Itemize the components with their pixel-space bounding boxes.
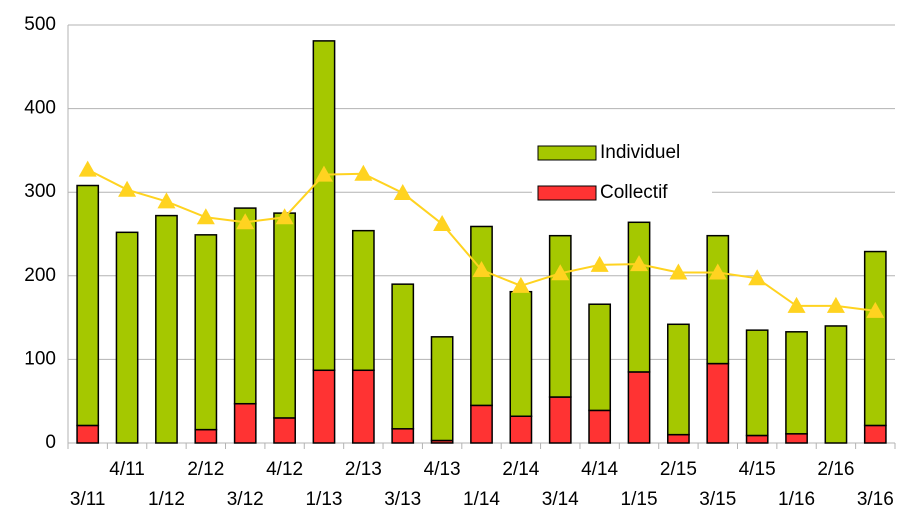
y-tick-label: 400 <box>24 98 56 119</box>
x-tick-label: 2/14 <box>502 459 539 480</box>
bar <box>391 428 415 444</box>
line-marker <box>669 263 688 280</box>
x-tick-label: 4/12 <box>266 459 303 480</box>
bar <box>312 40 336 372</box>
bar <box>76 424 100 444</box>
x-tick-label: 1/13 <box>305 489 342 510</box>
bar <box>509 290 533 417</box>
line-marker <box>630 255 649 272</box>
bar <box>706 362 730 444</box>
line-marker <box>393 184 412 201</box>
bar <box>351 229 375 372</box>
bar <box>391 283 415 430</box>
line-marker <box>551 264 570 281</box>
y-tick-label: 200 <box>24 265 56 286</box>
y-tick-label: 100 <box>24 348 56 369</box>
bar <box>430 336 454 442</box>
x-tick-label: 2/12 <box>187 459 224 480</box>
legend-swatch <box>537 145 597 161</box>
line-marker <box>826 296 845 313</box>
x-tick-label: 1/15 <box>621 489 658 510</box>
x-tick-label: 4/15 <box>739 459 776 480</box>
bar <box>785 433 808 444</box>
line-marker <box>866 301 885 318</box>
line-marker <box>118 180 137 197</box>
y-tick-label: 300 <box>24 181 56 202</box>
legend-label: Individuel <box>600 142 680 163</box>
x-tick-label: 1/16 <box>778 489 815 510</box>
line-marker <box>590 255 609 272</box>
bar <box>233 402 257 444</box>
line-marker <box>748 269 767 286</box>
bar <box>351 369 375 444</box>
bar <box>824 325 848 444</box>
x-tick-label: 3/11 <box>70 489 106 510</box>
bar <box>470 225 493 407</box>
bar <box>115 231 139 444</box>
line-marker <box>196 208 215 225</box>
bar <box>627 371 651 444</box>
bar <box>548 396 572 444</box>
line-marker <box>708 263 727 280</box>
bar <box>155 214 178 444</box>
line-marker <box>787 296 806 313</box>
x-tick-label: 3/14 <box>542 489 579 510</box>
bar <box>667 433 690 444</box>
x-tick-label: 4/14 <box>581 459 618 480</box>
x-tick-label: 3/16 <box>857 489 894 510</box>
line-marker <box>314 165 333 182</box>
x-tick-label: 2/13 <box>345 459 382 480</box>
x-tick-label: 4/11 <box>109 459 145 480</box>
bar <box>509 415 533 444</box>
x-tick-label: 3/12 <box>227 489 264 510</box>
x-tick-label: 1/12 <box>148 489 185 510</box>
legend-swatch <box>537 185 597 201</box>
x-tick-label: 3/15 <box>699 489 736 510</box>
bar <box>194 428 218 444</box>
bar <box>745 329 769 437</box>
bar <box>76 184 100 427</box>
bar <box>588 303 612 412</box>
bar <box>194 234 218 431</box>
bar <box>273 212 296 419</box>
bar <box>548 234 572 398</box>
line-marker <box>511 276 530 293</box>
legend-label: Collectif <box>600 182 668 203</box>
x-tick-label: 4/13 <box>424 459 461 480</box>
bar <box>706 234 730 365</box>
line-marker <box>275 208 294 225</box>
bar <box>470 404 493 444</box>
bar <box>745 434 769 444</box>
line-marker <box>157 192 176 209</box>
bar <box>863 250 887 427</box>
line-marker <box>236 213 255 230</box>
bar <box>273 417 296 444</box>
x-tick-label: 3/13 <box>384 489 421 510</box>
line-marker <box>472 260 491 277</box>
bar <box>863 424 887 444</box>
line-marker <box>433 214 452 231</box>
line-marker <box>78 160 97 177</box>
bar <box>627 221 651 373</box>
line-marker <box>354 164 373 181</box>
x-tick-label: 1/14 <box>463 489 500 510</box>
x-tick-label: 2/15 <box>660 459 697 480</box>
bar <box>667 323 690 436</box>
x-tick-label: 2/16 <box>817 459 854 480</box>
bar <box>588 409 612 444</box>
bar <box>233 207 257 405</box>
bar <box>312 369 336 444</box>
y-tick-label: 500 <box>24 14 56 35</box>
bar <box>785 331 808 435</box>
y-tick-label: 0 <box>45 432 56 453</box>
